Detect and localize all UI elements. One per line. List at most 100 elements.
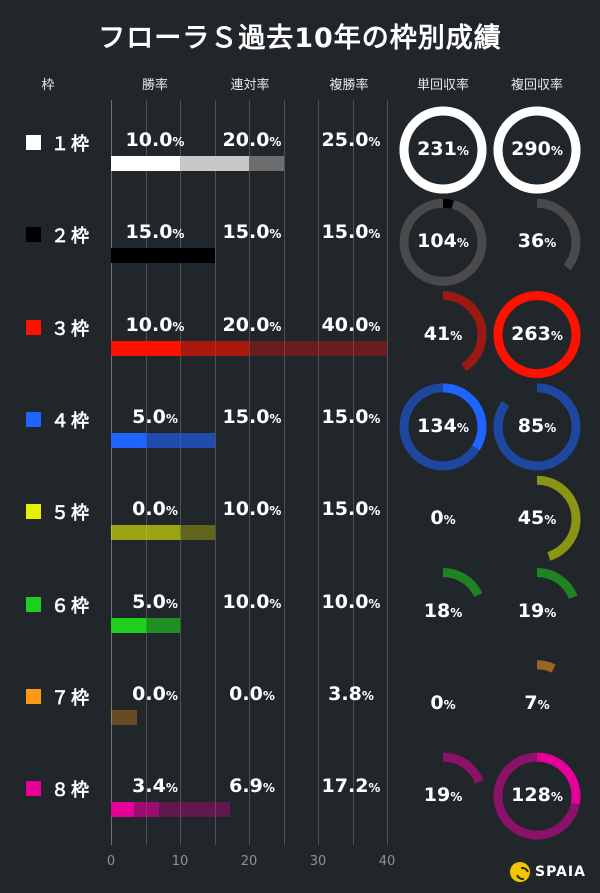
waku-label: ２枠 — [51, 226, 91, 248]
show-return-ring-overflow — [493, 752, 581, 840]
bar-quinella-rate — [145, 617, 180, 633]
show-rate-label: 15.0% — [321, 498, 381, 521]
win-return-ring — [399, 291, 487, 379]
bar-quinella-rate — [145, 432, 215, 448]
win-rate-label: 0.0% — [132, 498, 178, 521]
win-rate-label: 0.0% — [132, 682, 178, 705]
bar-show-rate — [249, 340, 387, 356]
bar-win-rate — [111, 340, 180, 356]
win-return-label: 0% — [430, 691, 456, 714]
show-return-ring — [493, 660, 581, 748]
bar-show-rate — [180, 525, 215, 541]
quinella-rate-label: 15.0% — [222, 405, 282, 428]
bar-win-rate — [111, 156, 180, 171]
waku-color-swatch — [26, 504, 41, 520]
win-return-label: 231% — [417, 138, 469, 160]
waku-color-swatch — [26, 319, 41, 335]
show-return-label: 7% — [524, 691, 550, 714]
bar-show-rate — [158, 802, 230, 818]
win-return-label: 18% — [423, 599, 463, 622]
show-rate-label: 15.0% — [321, 405, 381, 428]
waku-label: ６枠 — [51, 595, 91, 617]
bar-quinella-rate — [180, 156, 249, 171]
bar-quinella-rate — [134, 802, 159, 818]
header-waku: 枠 — [41, 78, 55, 93]
gridline — [283, 100, 285, 845]
quinella-rate-label: 15.0% — [222, 221, 282, 244]
win-return-label: 134% — [417, 414, 469, 437]
header-show-return: 複回収率 — [510, 78, 563, 93]
win-return-ring-overflow — [399, 198, 487, 286]
waku-color-swatch — [26, 781, 41, 797]
gridline — [318, 100, 319, 845]
win-rate-label: 5.0% — [132, 405, 178, 428]
quinella-rate-label: 10.0% — [222, 498, 282, 521]
waku-color-swatch — [26, 135, 41, 150]
x-tick-label: 30 — [309, 854, 327, 869]
gridline — [145, 100, 147, 845]
waku-label: ７枠 — [51, 687, 91, 709]
gridline — [180, 100, 181, 845]
spaia-logo: SPAIA — [510, 862, 586, 882]
win-return-ring — [399, 752, 487, 840]
show-return-label: 85% — [517, 414, 557, 437]
show-return-label: 290% — [511, 138, 563, 160]
bar-quinella-rate — [180, 340, 249, 356]
waku-color-swatch — [26, 411, 41, 427]
waku-label: １枠 — [51, 134, 91, 155]
quinella-rate-label: 6.9% — [229, 775, 275, 798]
show-return-label: 36% — [517, 230, 557, 253]
quinella-rate-label: 20.0% — [222, 313, 282, 336]
bar-win-rate — [111, 248, 215, 264]
bar-show-rate — [111, 709, 138, 725]
win-rate-label: 15.0% — [125, 221, 185, 244]
win-rate-label: 3.4% — [132, 775, 178, 798]
show-return-ring — [493, 383, 581, 471]
show-return-ring — [493, 198, 581, 286]
show-return-label: 263% — [511, 322, 563, 345]
show-rate-label: 17.2% — [321, 775, 381, 798]
waku-label: ４枠 — [51, 410, 91, 432]
spaia-logo-icon — [510, 862, 530, 882]
show-return-ring-overflow — [493, 291, 581, 379]
show-return-label: 45% — [517, 507, 557, 530]
gridline — [214, 100, 216, 845]
show-rate-label: 10.0% — [321, 590, 381, 613]
bar-quinella-rate — [111, 525, 180, 541]
x-tick-label: 10 — [171, 854, 189, 869]
bar-win-rate — [111, 617, 146, 633]
gridline — [111, 100, 112, 845]
win-return-label: 41% — [423, 322, 463, 345]
win-return-ring — [399, 568, 487, 655]
waku-label: ３枠 — [51, 318, 91, 340]
show-rate-label: 15.0% — [321, 221, 381, 244]
show-return-label: 19% — [517, 599, 557, 622]
waku-color-swatch — [26, 688, 41, 704]
chart-title: フローラＳ過去10年の枠別成績 — [98, 23, 502, 54]
bar-win-rate — [111, 432, 146, 448]
win-rate-label: 10.0% — [125, 313, 185, 336]
win-return-ring-overflow — [399, 383, 487, 471]
header-win-rate: 勝率 — [141, 78, 168, 93]
win-return-label: 0% — [430, 507, 456, 530]
quinella-rate-label: 0.0% — [229, 682, 275, 705]
show-rate-label: 40.0% — [321, 313, 381, 336]
quinella-rate-label: 20.0% — [222, 129, 282, 151]
win-return-ring-overflow — [399, 106, 487, 194]
show-return-ring-overflow — [493, 106, 581, 194]
show-return-ring — [493, 475, 581, 563]
logo-text: SPAIA — [535, 864, 586, 880]
gridline — [352, 100, 354, 845]
gridline — [387, 100, 388, 845]
waku-label: ５枠 — [51, 503, 91, 525]
quinella-rate-label: 10.0% — [222, 590, 282, 613]
bar-win-rate — [111, 802, 135, 818]
show-return-label: 128% — [511, 784, 563, 807]
header-quinella-rate: 連対率 — [230, 78, 270, 93]
win-rate-label: 5.0% — [132, 590, 178, 613]
show-return-ring — [493, 568, 581, 655]
x-tick-label: 40 — [378, 854, 396, 869]
win-return-label: 104% — [417, 230, 469, 253]
x-tick-label: 20 — [240, 854, 258, 869]
